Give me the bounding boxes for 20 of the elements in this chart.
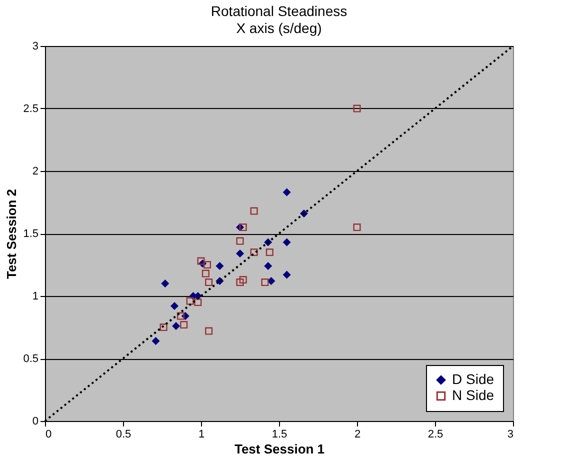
x-tick-label: 2.5 bbox=[428, 428, 444, 440]
y-tick-label: 3 bbox=[32, 40, 38, 52]
y-axis-title: Test Session 2 bbox=[4, 188, 20, 280]
x-tick-label: 1.5 bbox=[272, 428, 288, 440]
x-tick-label: 2 bbox=[354, 428, 361, 440]
y-tick-label: 1.5 bbox=[23, 228, 38, 240]
x-tick-label: 3 bbox=[507, 428, 514, 440]
x-axis-title: Test Session 1 bbox=[234, 442, 325, 456]
x-tick-label: 1 bbox=[198, 428, 205, 440]
y-tick-label: 0 bbox=[32, 416, 38, 428]
x-tick-label: 0 bbox=[46, 428, 52, 440]
y-tick-label: 1 bbox=[32, 290, 38, 302]
legend-label: D Side bbox=[452, 371, 494, 387]
y-tick-label: 2 bbox=[32, 166, 38, 178]
y-tick-label: 0.5 bbox=[23, 353, 38, 365]
legend-label: N Side bbox=[452, 387, 494, 403]
y-tick-label: 2.5 bbox=[23, 103, 38, 115]
x-tick-label: 0.5 bbox=[116, 428, 132, 440]
chart-title: Rotational Steadiness bbox=[210, 3, 348, 19]
chart-subtitle: X axis (s/deg) bbox=[236, 20, 322, 36]
